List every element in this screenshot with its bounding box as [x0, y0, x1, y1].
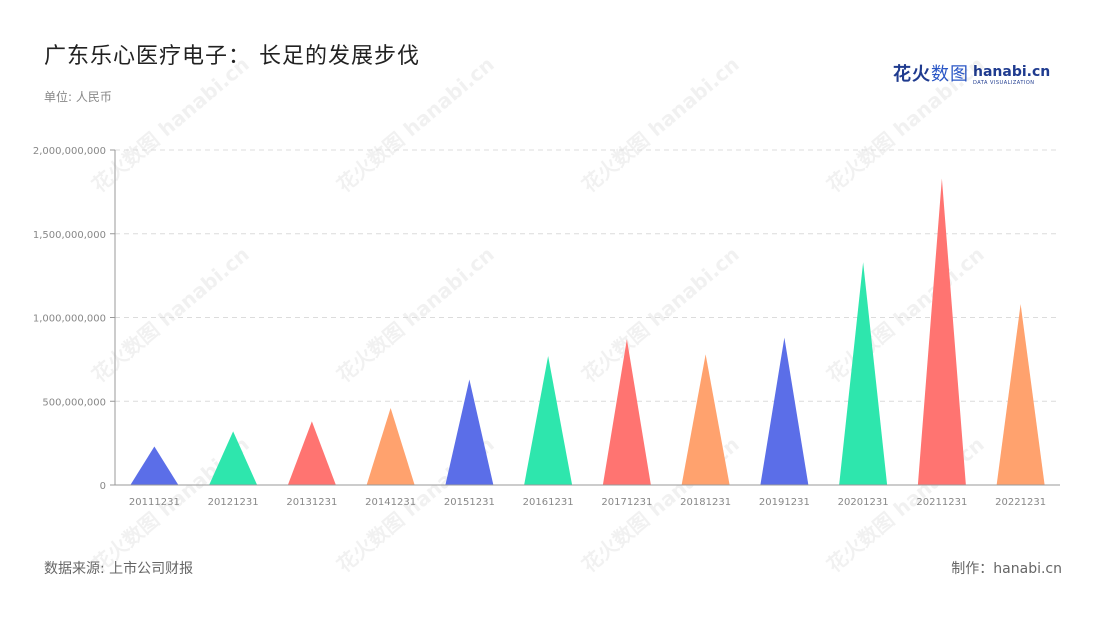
- brand-logo: 花火数图 hanabi.cn DATA VISUALIZATION: [893, 60, 1050, 86]
- logo-en: hanabi.cn DATA VISUALIZATION: [973, 65, 1050, 86]
- watermark-text: 花火数图 hanabi.cn: [87, 242, 254, 387]
- y-tick-label: 500,000,000: [42, 397, 106, 408]
- y-axis: 0 500,000,000 1,000,000,000 1,500,000,000 2,…: [33, 146, 116, 492]
- bar-20171231: [602, 339, 651, 485]
- bar-20131231: [287, 421, 336, 485]
- watermark-text: 花火数图 hanabi.cn: [332, 242, 499, 387]
- bar-20221231: [996, 304, 1045, 485]
- x-tick-label: 20211231: [916, 497, 967, 508]
- bar-20181231: [681, 354, 730, 485]
- x-tick-label: 20171231: [601, 497, 652, 508]
- watermark-text: 花火数图 hanabi.cn: [577, 242, 744, 387]
- x-tick-label: 20181231: [680, 497, 731, 508]
- y-tick-label: 1,000,000,000: [33, 314, 106, 325]
- y-tick-label: 2,000,000,000: [33, 146, 106, 157]
- watermark-text: 花火数图 hanabi.cn: [332, 52, 499, 197]
- x-tick-label: 20111231: [129, 497, 180, 508]
- x-tick-label: 20161231: [523, 497, 574, 508]
- x-tick-label: 20201231: [838, 497, 889, 508]
- bar-20141231: [366, 407, 415, 485]
- bar-20111231: [130, 446, 179, 485]
- x-tick-label: 20151231: [444, 497, 495, 508]
- watermark-text: 花火数图 hanabi.cn: [87, 52, 254, 197]
- logo-cn-light: 数图: [931, 64, 969, 85]
- unit-label: 单位: 人民币: [44, 90, 112, 104]
- bar-20161231: [524, 356, 573, 485]
- y-tick-label: 1,500,000,000: [33, 230, 106, 241]
- x-tick-label: 20221231: [995, 497, 1046, 508]
- bar-20201231: [839, 262, 888, 485]
- bar-20151231: [445, 379, 494, 485]
- x-tick-label: 20131231: [286, 497, 337, 508]
- logo-cn: 花火数图: [893, 60, 969, 86]
- watermark-text: 花火数图 hanabi.cn: [822, 52, 989, 197]
- chart-title: 广东乐心医疗电子： 长足的发展步伐: [44, 44, 420, 69]
- logo-cn-bold: 花火: [893, 64, 931, 85]
- x-tick-label: 20121231: [208, 497, 259, 508]
- bar-20211231: [917, 178, 966, 485]
- credit: 制作：hanabi.cn: [951, 561, 1062, 577]
- bar-20191231: [760, 337, 809, 485]
- data-source: 数据来源: 上市公司财报: [44, 561, 194, 577]
- x-axis: 20111231 20121231 20131231 20141231 20151231…: [115, 484, 1060, 508]
- bar-20121231: [209, 431, 258, 485]
- y-tick-label: 0: [100, 481, 106, 492]
- x-tick-label: 20191231: [759, 497, 810, 508]
- bars: [130, 178, 1045, 485]
- x-tick-label: 20141231: [365, 497, 416, 508]
- logo-en-main: hanabi.cn: [973, 64, 1051, 80]
- grid-lines: [115, 149, 1060, 402]
- watermark-text: 花火数图 hanabi.cn: [822, 242, 989, 387]
- logo-en-sub: DATA VISUALIZATION: [973, 80, 1035, 86]
- watermark-text: 花火数图 hanabi.cn: [577, 52, 744, 197]
